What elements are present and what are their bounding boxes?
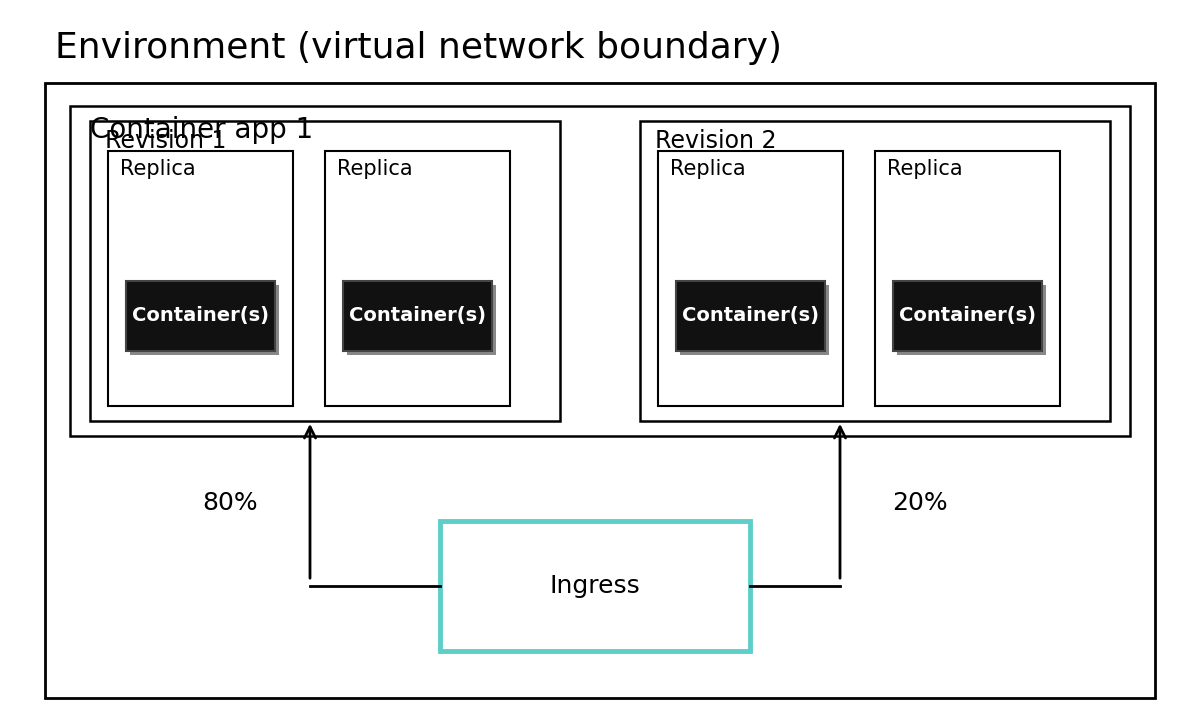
- Text: Replica: Replica: [887, 159, 962, 179]
- Bar: [676, 281, 826, 351]
- Text: Environment (virtual network boundary): Environment (virtual network boundary): [55, 31, 782, 65]
- Text: Replica: Replica: [670, 159, 745, 179]
- Text: Container app 1: Container app 1: [90, 116, 313, 144]
- Text: Replica: Replica: [337, 159, 413, 179]
- Bar: [440, 521, 750, 651]
- Bar: [343, 281, 492, 351]
- Bar: [893, 281, 1042, 351]
- Text: Revision 1: Revision 1: [106, 129, 227, 153]
- Text: Container(s): Container(s): [349, 306, 486, 325]
- Bar: [640, 121, 1110, 421]
- Bar: [130, 285, 278, 355]
- Bar: [875, 151, 1060, 406]
- Bar: [126, 281, 275, 351]
- Bar: [46, 83, 1154, 698]
- Text: Replica: Replica: [120, 159, 196, 179]
- Text: Revision 2: Revision 2: [655, 129, 776, 153]
- Text: Container(s): Container(s): [682, 306, 818, 325]
- Bar: [108, 151, 293, 406]
- Text: Container(s): Container(s): [132, 306, 269, 325]
- Bar: [347, 285, 496, 355]
- Bar: [70, 106, 1130, 436]
- Bar: [90, 121, 560, 421]
- Text: 80%: 80%: [202, 492, 258, 515]
- Text: 20%: 20%: [892, 492, 948, 515]
- Bar: [898, 285, 1046, 355]
- Text: Ingress: Ingress: [550, 574, 641, 598]
- Bar: [680, 285, 829, 355]
- Text: Container(s): Container(s): [899, 306, 1036, 325]
- Bar: [325, 151, 510, 406]
- Bar: [658, 151, 842, 406]
